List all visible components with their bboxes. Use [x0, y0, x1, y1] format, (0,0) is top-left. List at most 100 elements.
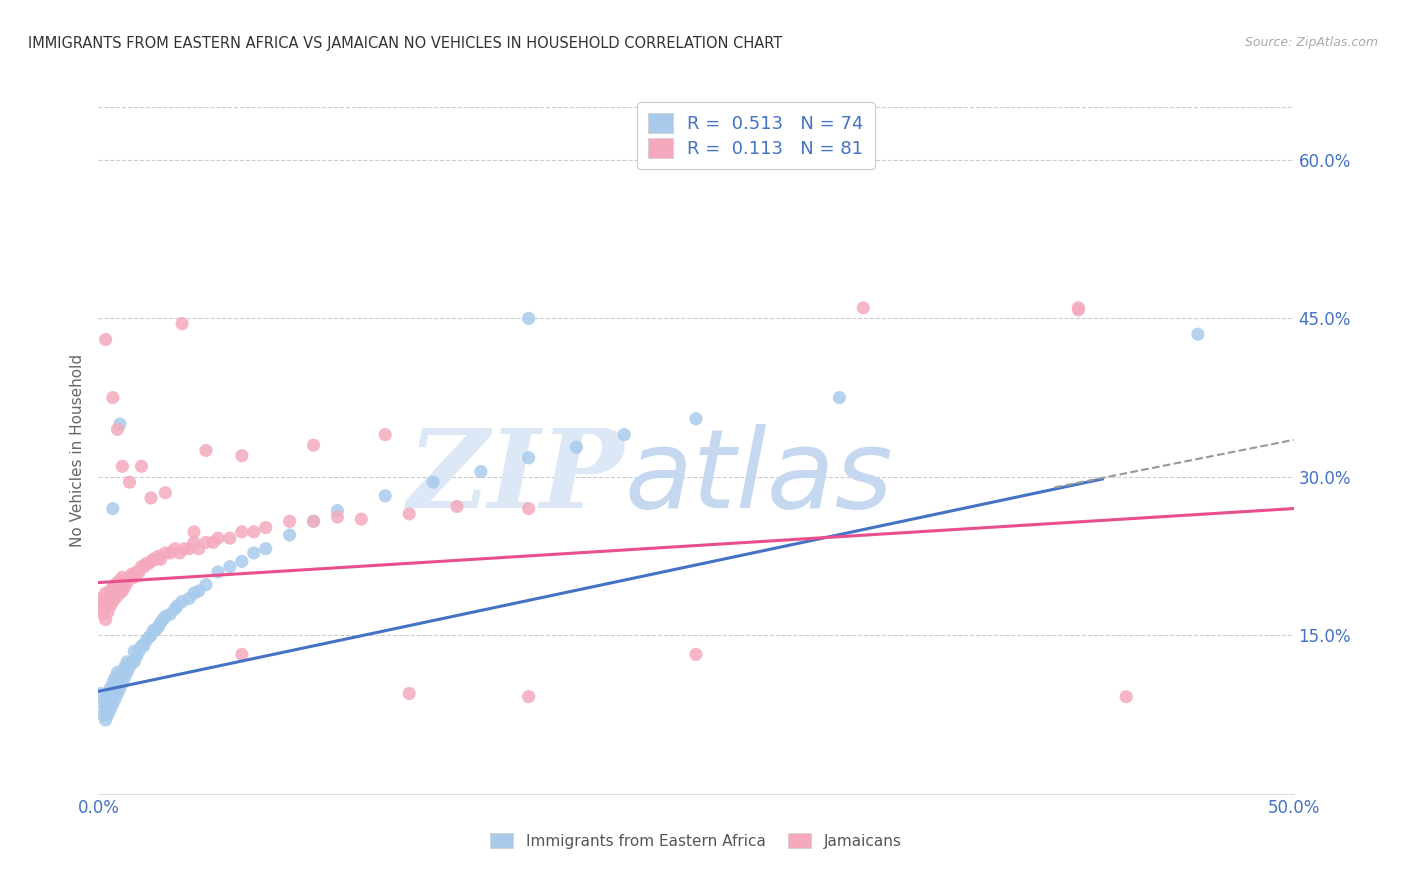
Point	[111, 676, 134, 690]
Point	[302, 514, 325, 528]
Point	[108, 671, 131, 685]
Point	[98, 691, 122, 706]
Point	[98, 702, 122, 716]
Point	[115, 665, 138, 680]
Point	[195, 577, 218, 591]
Point	[108, 574, 131, 588]
Point	[124, 655, 146, 669]
Text: Source: ZipAtlas.com: Source: ZipAtlas.com	[1244, 36, 1378, 49]
Point	[94, 713, 117, 727]
Point	[374, 489, 396, 503]
Point	[149, 552, 172, 566]
Point	[828, 391, 851, 405]
Point	[422, 475, 444, 490]
Point	[115, 575, 138, 590]
Point	[166, 599, 188, 613]
Point	[111, 665, 134, 680]
Point	[326, 510, 349, 524]
Point	[145, 623, 167, 637]
Point	[101, 697, 124, 711]
Point	[132, 639, 155, 653]
Point	[219, 559, 242, 574]
Point	[101, 594, 124, 608]
Point	[159, 546, 181, 560]
Point	[94, 599, 117, 613]
Point	[231, 449, 253, 463]
Point	[104, 577, 127, 591]
Point	[107, 676, 129, 690]
Point	[517, 311, 540, 326]
Point	[115, 655, 138, 669]
Point	[107, 686, 129, 700]
Point	[231, 554, 253, 568]
Point	[139, 554, 162, 568]
Point	[139, 491, 162, 505]
Point	[114, 660, 136, 674]
Point	[128, 644, 150, 658]
Point	[152, 613, 174, 627]
Legend: Immigrants from Eastern Africa, Jamaicans: Immigrants from Eastern Africa, Jamaican…	[485, 827, 907, 855]
Point	[111, 459, 134, 474]
Point	[517, 450, 540, 465]
Point	[108, 586, 131, 600]
Point	[470, 465, 492, 479]
Point	[98, 599, 122, 613]
Point	[121, 567, 143, 582]
Point	[852, 301, 875, 315]
Point	[517, 501, 540, 516]
Point	[187, 584, 209, 599]
Point	[374, 427, 396, 442]
Point	[104, 681, 127, 696]
Point	[179, 541, 201, 556]
Point	[169, 546, 191, 560]
Point	[145, 552, 167, 566]
Point	[101, 501, 124, 516]
Point	[173, 541, 195, 556]
Point	[91, 707, 114, 722]
Point	[94, 702, 117, 716]
Text: atlas: atlas	[624, 425, 893, 532]
Point	[195, 443, 218, 458]
Point	[138, 557, 160, 571]
Point	[107, 665, 129, 680]
Point	[118, 570, 141, 584]
Point	[243, 524, 266, 539]
Point	[179, 591, 201, 606]
Point	[138, 631, 160, 645]
Point	[172, 594, 194, 608]
Point	[114, 580, 136, 594]
Point	[125, 565, 148, 579]
Point	[1187, 327, 1209, 342]
Point	[243, 546, 266, 560]
Point	[101, 581, 124, 595]
Point	[446, 500, 468, 514]
Point	[148, 620, 170, 634]
Point	[202, 535, 225, 549]
Point	[91, 697, 114, 711]
Point	[135, 557, 157, 571]
Point	[231, 524, 253, 539]
Point	[90, 686, 112, 700]
Point	[398, 507, 420, 521]
Point	[104, 691, 127, 706]
Point	[326, 504, 349, 518]
Point	[139, 628, 162, 642]
Point	[125, 649, 148, 664]
Point	[131, 459, 153, 474]
Point	[124, 570, 146, 584]
Point	[98, 584, 122, 599]
Point	[155, 609, 177, 624]
Point	[135, 633, 157, 648]
Point	[302, 438, 325, 452]
Point	[155, 546, 177, 560]
Point	[207, 531, 229, 545]
Point	[128, 565, 150, 579]
Text: ZIP: ZIP	[408, 425, 624, 532]
Point	[111, 570, 134, 584]
Point	[111, 584, 134, 599]
Point	[97, 707, 120, 722]
Point	[685, 411, 707, 425]
Point	[398, 686, 420, 700]
Point	[613, 427, 636, 442]
Point	[101, 686, 124, 700]
